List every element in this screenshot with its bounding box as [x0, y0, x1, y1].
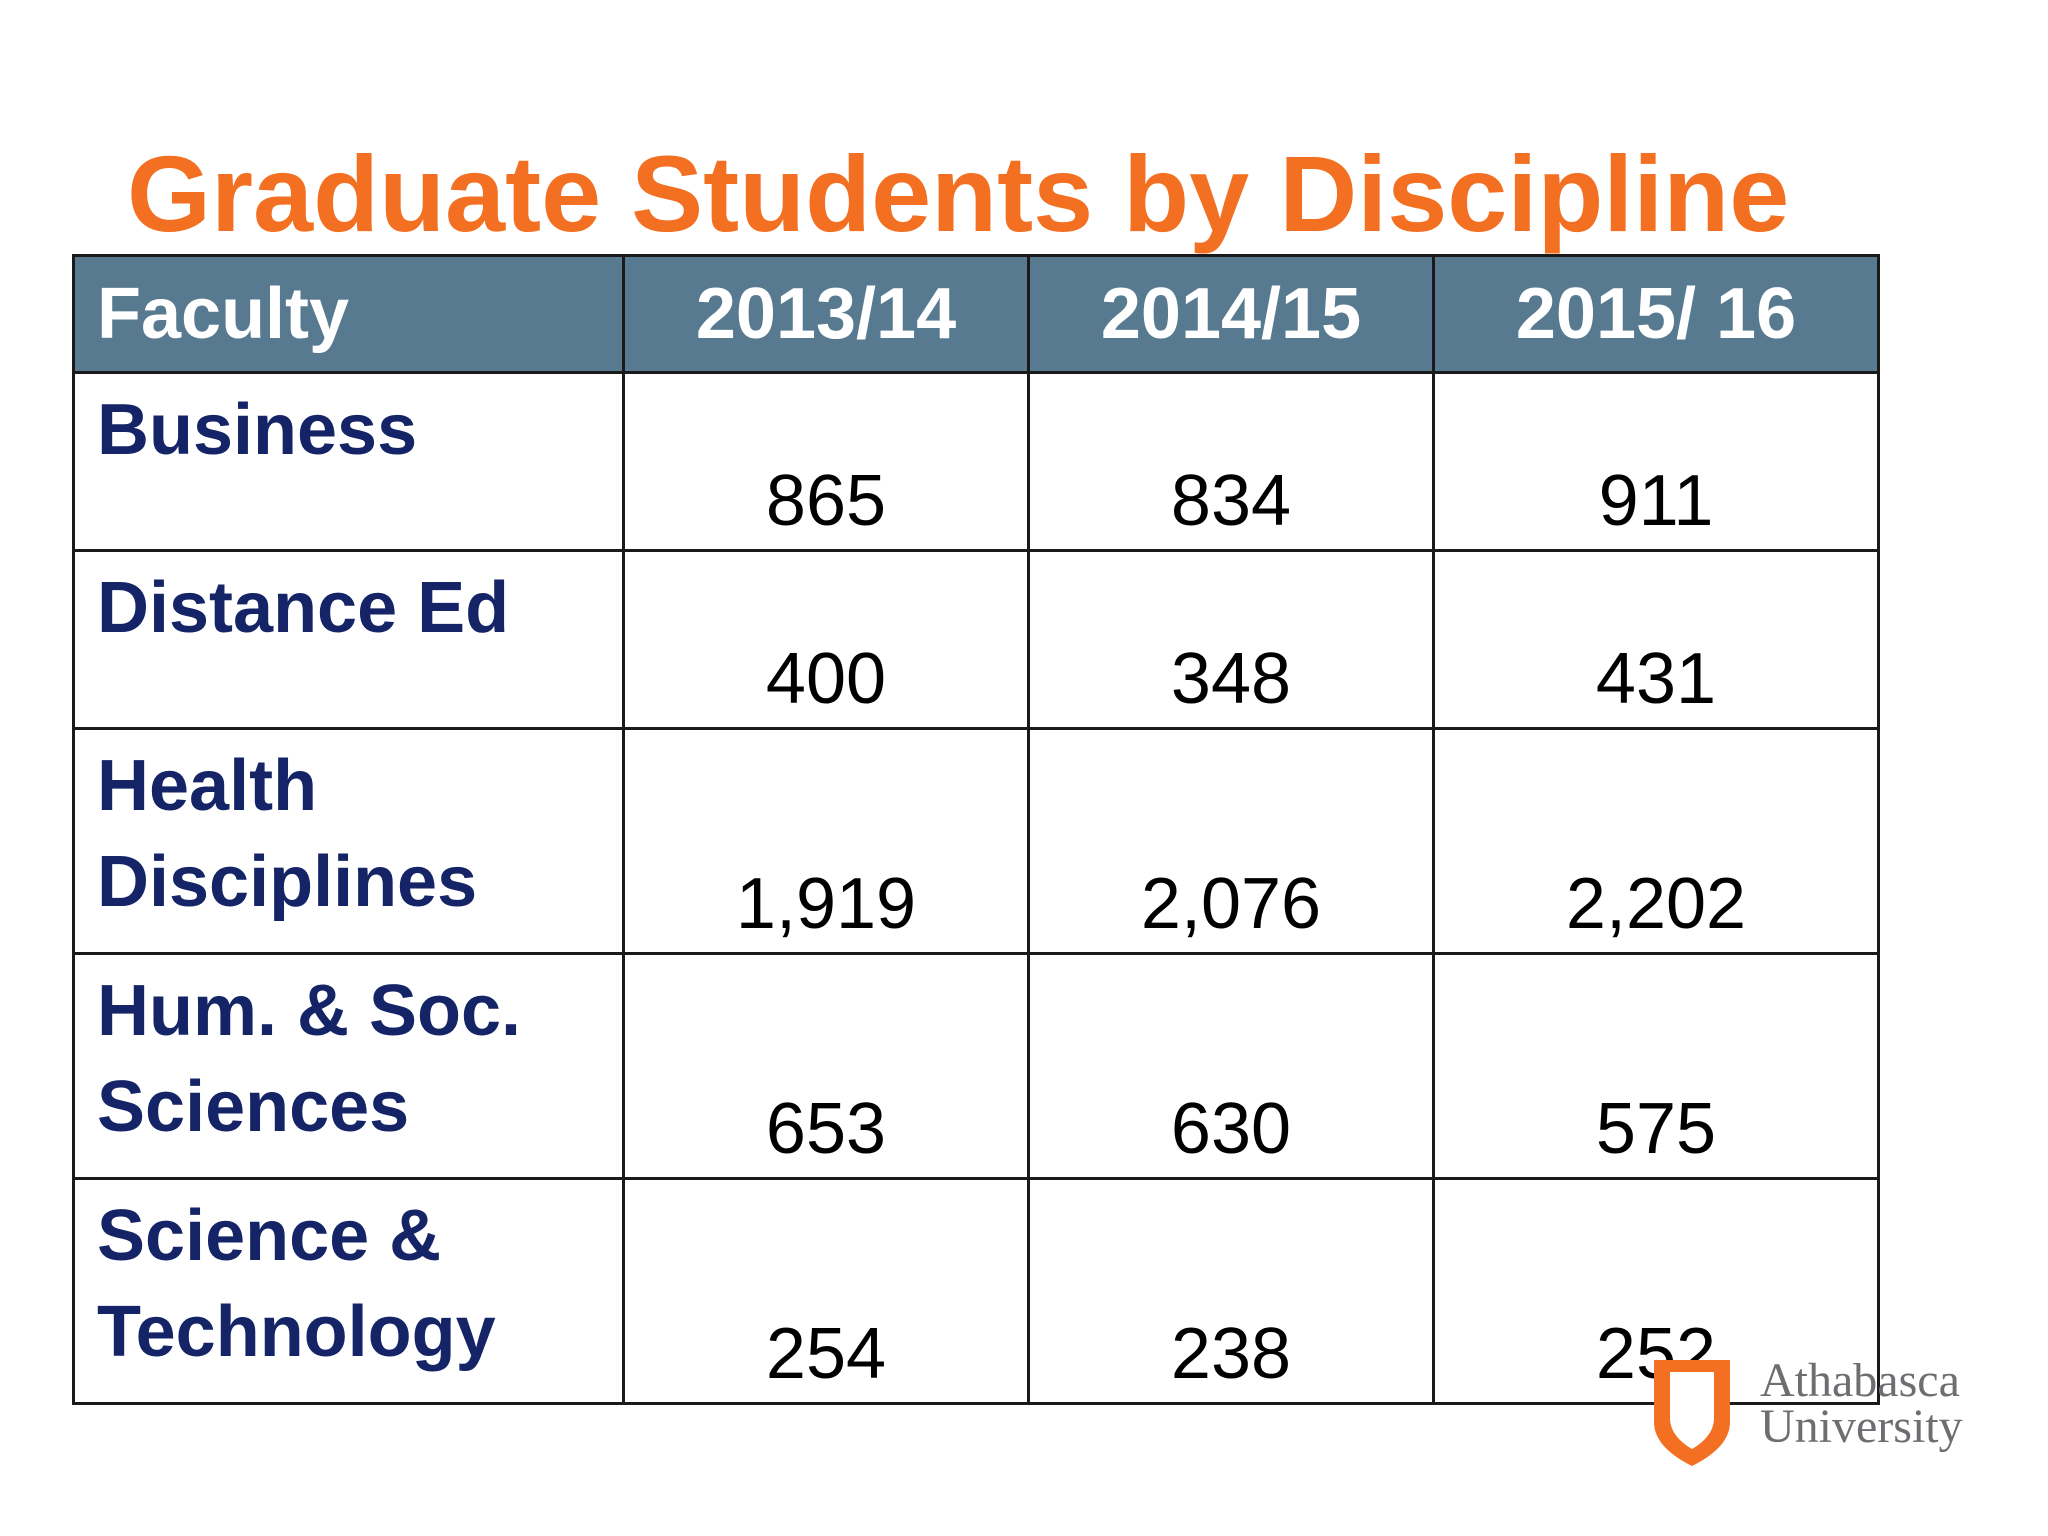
table-row-distance-ed: Distance Ed 400 348 431: [72, 549, 1880, 730]
faculty-label: Technology: [97, 1292, 496, 1372]
value-cell: 865: [622, 371, 1030, 552]
faculty-label: Business: [97, 390, 418, 470]
table-row-health-disciplines: Health Disciplines 1,919 2,076 2,202: [72, 727, 1880, 955]
athabasca-university-logo: Athabasca University: [1650, 1352, 1995, 1476]
logo-line-athabasca: Athabasca: [1760, 1354, 1960, 1407]
value-cell: 2,202: [1432, 727, 1880, 955]
faculty-cell: Science & Technology: [72, 1177, 625, 1405]
faculty-cell: Health Disciplines: [72, 727, 625, 955]
value-cell: 238: [1027, 1177, 1435, 1405]
value-cell: 400: [622, 549, 1030, 730]
faculty-label: Hum. & Soc.: [97, 971, 522, 1051]
value-cell: 575: [1432, 952, 1880, 1180]
value-cell: 630: [1027, 952, 1435, 1180]
faculty-label: Sciences: [97, 1067, 410, 1147]
value-cell: 254: [622, 1177, 1030, 1405]
header-2015-16: 2015/ 16: [1432, 254, 1880, 374]
table-row-hum-soc-sciences: Hum. & Soc. Sciences 653 630 575: [72, 952, 1880, 1180]
faculty-cell: Business: [72, 371, 625, 552]
faculty-cell: Hum. & Soc. Sciences: [72, 952, 625, 1180]
graduate-students-table: Faculty 2013/14 2014/15 2015/ 16 Busines…: [72, 254, 1880, 1405]
slide-title: Graduate Students by Discipline: [127, 133, 1790, 254]
logo-line-university: University: [1760, 1400, 1963, 1453]
faculty-label: Disciplines: [97, 842, 478, 922]
header-faculty: Faculty: [72, 254, 625, 374]
value-cell: 1,919: [622, 727, 1030, 955]
value-cell: 653: [622, 952, 1030, 1180]
value-cell: 911: [1432, 371, 1880, 552]
faculty-label: Distance Ed: [97, 568, 510, 648]
logo-wordmark: Athabasca University: [1760, 1354, 1963, 1453]
table-row-business: Business 865 834 911: [72, 371, 1880, 552]
header-2014-15: 2014/15: [1027, 254, 1435, 374]
value-cell: 431: [1432, 549, 1880, 730]
value-cell: 834: [1027, 371, 1435, 552]
shield-icon: [1654, 1360, 1730, 1466]
faculty-cell: Distance Ed: [72, 549, 625, 730]
faculty-label: Science &: [97, 1196, 442, 1276]
table-row-science-technology: Science & Technology 254 238 252: [72, 1177, 1880, 1405]
value-cell: 2,076: [1027, 727, 1435, 955]
header-2013-14: 2013/14: [622, 254, 1030, 374]
faculty-label: Health: [97, 746, 318, 826]
value-cell: 348: [1027, 549, 1435, 730]
table-header-row: Faculty 2013/14 2014/15 2015/ 16: [72, 254, 1880, 374]
